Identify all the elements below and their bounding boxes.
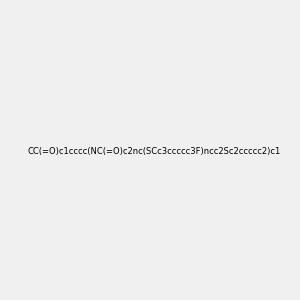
Text: CC(=O)c1cccc(NC(=O)c2nc(SCc3ccccc3F)ncc2Sc2ccccc2)c1: CC(=O)c1cccc(NC(=O)c2nc(SCc3ccccc3F)ncc2… xyxy=(27,147,280,156)
